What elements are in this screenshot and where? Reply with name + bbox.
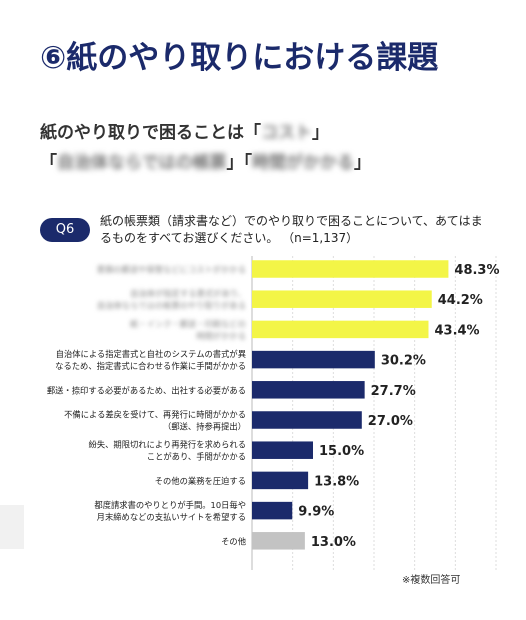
bar — [252, 411, 362, 429]
data-label: 27.7% — [371, 384, 416, 399]
data-label: 44.2% — [438, 293, 483, 308]
question-badge: Q6 — [40, 218, 90, 242]
bar — [252, 532, 305, 550]
subtitle: 紙のやり取りで困ることは「コスト」 「自治体ならではの帳票」「時間がかかる」 — [40, 118, 371, 178]
subtitle-text: 」「 — [226, 153, 253, 173]
footnote: ※複数回答可 — [402, 575, 461, 586]
bar — [252, 501, 293, 520]
category-label: （郵送、持参再提出） — [163, 422, 246, 432]
category-label: ことがあり、手間がかかる — [147, 452, 246, 462]
bar — [252, 350, 375, 369]
data-label: 43.4% — [434, 323, 479, 338]
data-label: 15.0% — [319, 444, 364, 459]
category-label: 不備による差戻を受けて、再発行に時間がかかる — [64, 410, 246, 420]
subtitle-text: 「 — [40, 153, 57, 173]
side-panel — [0, 505, 24, 549]
page-title: ⑥紙のやり取りにおける課題 — [40, 40, 439, 76]
bar — [252, 441, 313, 459]
bar — [252, 320, 429, 339]
category-label: 自治体による指定書式と自社のシステムの書式が異 — [56, 349, 246, 359]
category-label: 月末締めなどの支払いサイトを希望する — [97, 512, 246, 522]
data-label: 30.2% — [381, 354, 426, 369]
subtitle-text: 」 — [312, 123, 329, 143]
subtitle-text: 紙のやり取りで困ることは「 — [40, 123, 261, 143]
category-label: その他 — [221, 536, 246, 546]
category-label: 自治体ならではの帳票のやり取りがある — [97, 301, 246, 311]
category-label: 都度請求書のやりとりが手間。10日毎や — [94, 500, 246, 510]
subtitle-line-1: 紙のやり取りで困ることは「コスト」 — [40, 118, 371, 148]
category-label: 紛失、期限切れにより再発行を求められる — [89, 440, 246, 450]
category-label: 自治体が指定する書式があり、 — [130, 289, 246, 299]
blurred-keyword: 時間がかかる — [252, 153, 354, 173]
category-label: 紙・インク・郵送・印刷などの — [130, 319, 246, 329]
data-label: 27.0% — [368, 414, 413, 429]
bar — [252, 260, 449, 278]
data-label: 9.9% — [298, 505, 334, 520]
category-label: 書類の郵送や保管などにコストがかかる — [97, 265, 246, 275]
subtitle-text: 」 — [354, 153, 371, 173]
category-label: 時間がかかる — [196, 331, 246, 341]
subtitle-line-2: 「自治体ならではの帳票」「時間がかかる」 — [40, 148, 371, 178]
bar — [252, 471, 309, 490]
blurred-keyword: コスト — [261, 123, 312, 143]
category-label: 郵送・捺印する必要があるため、出社する必要がある — [47, 385, 246, 395]
data-label: 48.3% — [454, 263, 499, 278]
bar — [252, 290, 432, 308]
blurred-keyword: 自治体ならではの帳票 — [57, 153, 227, 173]
data-label: 13.0% — [311, 535, 356, 550]
category-label: その他の業務を圧迫する — [155, 476, 246, 486]
data-label: 13.8% — [314, 474, 359, 489]
bar — [252, 381, 365, 399]
category-label: なるため、指定書式に合わせる作業に手間がかかる — [55, 361, 246, 371]
question-text: 紙の帳票類（請求書など）でのやり取りで困ることについて、あてはまるものをすべてお… — [100, 214, 483, 245]
